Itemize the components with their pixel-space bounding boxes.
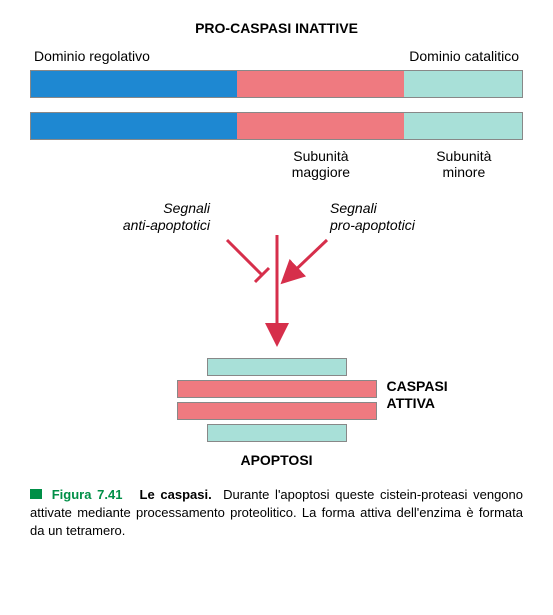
tetramer-large-1	[177, 380, 377, 398]
regulatory-domain-label: Dominio regolativo	[34, 48, 150, 64]
domain-labels: Dominio regolativo Dominio catalitico	[30, 48, 523, 64]
segment-minor	[404, 113, 522, 139]
segment-minor	[404, 71, 522, 97]
caption-title: Le caspasi.	[140, 487, 212, 502]
minor-subunit-label: Subunitàminore	[405, 148, 523, 180]
major-subunit-label: Subunitàmaggiore	[237, 148, 405, 180]
book-icon	[30, 489, 42, 499]
active-caspase-tetramer: CASPASIATTIVA	[177, 358, 377, 442]
figure-title: PRO-CASPASI INATTIVE	[30, 20, 523, 36]
catalytic-domain-label: Dominio catalitico	[409, 48, 519, 64]
segment-regulatory	[31, 71, 237, 97]
pro-apoptotic-label: Segnalipro-apoptotici	[330, 200, 470, 234]
segment-major	[237, 113, 404, 139]
procaspase-bar-1	[30, 70, 523, 98]
tetramer-small-2	[207, 424, 347, 442]
signal-labels-row: Segnalianti-apoptotici Segnalipro-apopto…	[30, 190, 523, 230]
tetramer-large-2	[177, 402, 377, 420]
figure-caption: Figura 7.41 Le caspasi. Durante l'apopto…	[30, 486, 523, 541]
procaspase-bar-2	[30, 112, 523, 140]
active-caspase-label: CASPASIATTIVA	[387, 378, 448, 412]
subunit-labels: Subunitàmaggiore Subunitàminore	[30, 148, 523, 180]
arrow-diagram	[127, 230, 427, 350]
apoptosis-label: APOPTOSI	[30, 452, 523, 468]
segment-major	[237, 71, 404, 97]
segment-regulatory	[31, 113, 237, 139]
figure-number: Figura 7.41	[52, 487, 123, 502]
anti-apoptotic-label: Segnalianti-apoptotici	[90, 200, 210, 234]
tetramer-small-1	[207, 358, 347, 376]
